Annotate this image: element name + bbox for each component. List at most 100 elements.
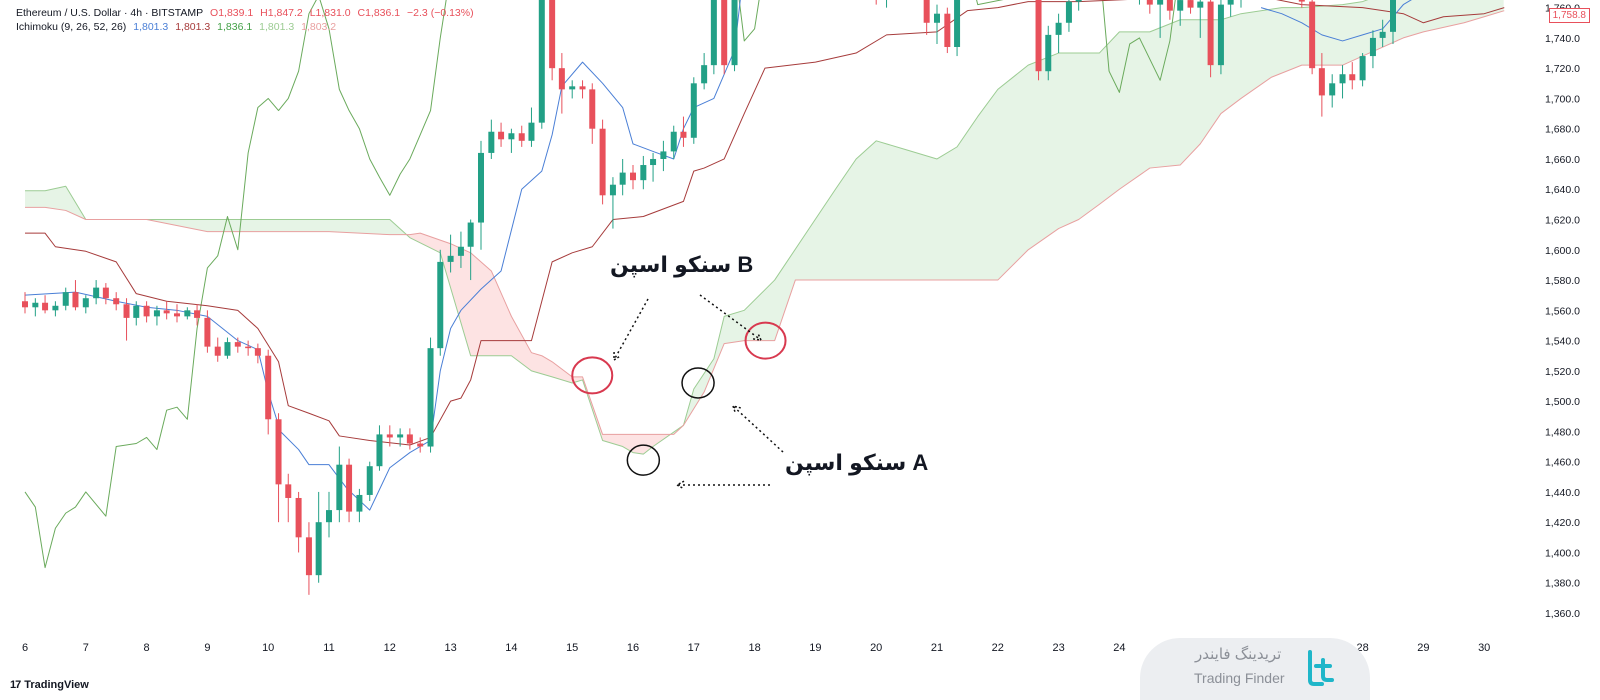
candle-body-9 [113,298,120,305]
date-tick-label: 7 [83,642,89,654]
date-tick-label: 16 [627,642,639,654]
candle-body-34 [366,466,373,495]
candle-body-7 [93,287,100,299]
price-tick-label: 1,540.0 [1545,336,1580,348]
candle-body-68 [710,0,717,66]
annotation-circle-1 [681,367,715,399]
date-tick-label: 30 [1478,642,1490,654]
annotation-span-b: سنکو اسپن B [610,252,754,277]
candle-body-3 [52,305,59,311]
ohlc-high: H1,847.2 [260,7,303,19]
candle-body-6 [82,298,89,308]
tenkan-value: 1,801.3 [133,21,169,33]
watermark-background [1140,638,1370,700]
span-b-value: 1,803.2 [301,21,337,33]
candle-body-20 [224,342,231,356]
date-tick-label: 20 [870,642,882,654]
candle-body-82 [1055,22,1062,35]
chikou-span-line [24,0,447,569]
tradingview-brand[interactable]: 17 TradingView [10,679,89,691]
price-tick-label: 1,700.0 [1545,93,1580,105]
senkou-span-b-line [25,10,1505,435]
last-price-label: 1,758.8 [1548,8,1590,23]
candle-body-64 [670,131,677,152]
tenkan-sen-line-late [1260,0,1412,42]
candle-body-83 [1065,1,1072,23]
candle-body-40 [427,348,434,447]
candle-body-84 [1075,0,1082,2]
candle-body-32 [346,464,353,512]
candle-body-47 [498,131,505,140]
annotation-arrow-2 [732,405,784,453]
candle-body-37 [397,434,404,438]
candle-body-0 [22,301,28,308]
annotation-span-a: سنکو اسپن A [785,450,929,475]
ohlc-low: L1,831.0 [309,7,351,19]
date-tick-label: 21 [931,642,943,654]
annotation-arrowhead-1 [752,332,763,341]
candle-body-59 [619,172,626,185]
watermark-english-text: Trading Finder [1194,670,1285,686]
date-tick-label: 9 [204,642,210,654]
date-tick-label: 11 [323,642,334,654]
candle-body-56 [589,89,596,129]
ichimoku-cloud-1 [406,233,671,455]
symbol-legend-row: Ethereum / U.S. Dollar · 4h · BITSTAMP O… [16,6,478,20]
candle-body-8 [102,287,109,299]
candle-body-61 [640,165,647,181]
price-tick-label: 1,720.0 [1545,63,1580,75]
candle-body-89 [1177,0,1184,11]
candle-body-52 [549,0,556,69]
candle-body-91 [1197,1,1204,8]
candle-body-62 [650,158,657,166]
ichimoku-label[interactable]: Ichimoku (9, 26, 52, 26) [16,21,127,33]
price-tick-label: 1,560.0 [1545,305,1580,317]
candle-body-77 [934,13,940,23]
candle-body-17 [194,310,201,318]
ichimoku-cloud-0 [25,186,407,235]
candle-body-2 [42,302,49,311]
date-tick-label: 10 [262,642,274,654]
candle-body-14 [163,310,170,314]
candle-body-79 [954,0,961,47]
symbol-name[interactable]: Ethereum / U.S. Dollar · 4h · BITSTAMP [16,7,204,19]
candle-body-30 [326,510,332,523]
date-tick-label: 14 [505,642,517,654]
price-tick-label: 1,740.0 [1545,33,1580,45]
date-tick-label: 29 [1417,642,1429,654]
candle-body-94 [1227,0,1234,5]
candle-body-12 [143,305,150,317]
candle-body-19 [214,346,221,356]
trading-finder-logo-icon [1308,650,1334,686]
candle-body-51 [538,0,545,123]
candle-body-90 [1187,0,1194,8]
candle-body-78 [944,13,951,47]
candle-body-22 [245,346,252,349]
candle-body-1 [32,302,39,308]
candle-body-88 [1166,0,1173,11]
candle-body-67 [701,65,708,84]
price-tick-label: 1,360.0 [1545,608,1580,620]
ohlc-change: −2.3 (−0.13%) [407,7,474,19]
price-tick-label: 1,620.0 [1545,215,1580,227]
price-tick-label: 1,380.0 [1545,578,1580,590]
candle-body-39 [417,443,424,447]
candle-body-106 [1349,74,1356,81]
candle-body-108 [1369,37,1376,57]
candle-body-66 [690,83,697,138]
candle-body-31 [336,464,343,511]
price-tick-label: 1,480.0 [1545,426,1580,438]
candle-body-53 [558,68,565,90]
candle-body-38 [406,434,413,444]
plot-layer [22,0,1505,595]
candle-body-45 [478,152,484,223]
candle-body-15 [174,313,180,317]
price-tick-label: 1,640.0 [1545,184,1580,196]
candle-body-11 [133,305,140,318]
candle-body-23 [254,348,261,356]
senkou-span-a-line [25,0,1369,455]
annotation-circle-2 [744,321,787,360]
candle-body-13 [153,310,160,317]
